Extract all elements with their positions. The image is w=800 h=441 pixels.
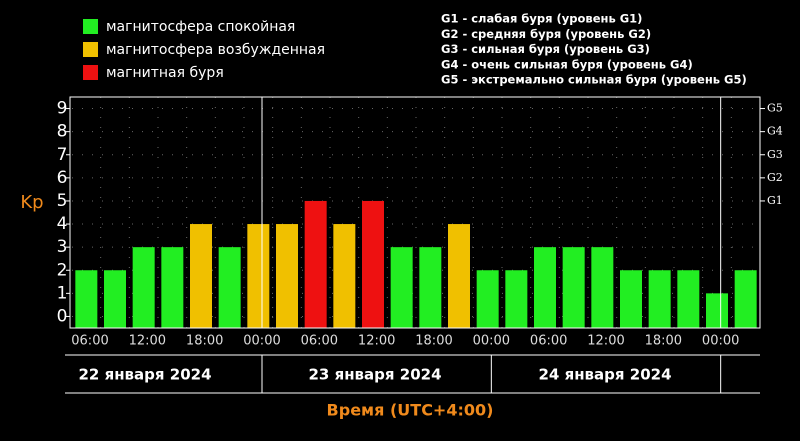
bar: [734, 270, 757, 328]
legend-label: магнитная буря: [106, 65, 224, 81]
y2-tick-label: G2: [767, 171, 783, 184]
x-tick-label: 00:00: [702, 334, 739, 349]
legend-swatch: [83, 19, 98, 34]
date-label: 22 января 2024: [78, 366, 211, 384]
x-tick-label: 18:00: [415, 334, 452, 349]
date-label: 24 января 2024: [538, 366, 671, 384]
bar: [476, 270, 499, 328]
date-label: 23 января 2024: [308, 366, 441, 384]
bar: [304, 200, 327, 328]
legend-label: магнитосфера возбужденная: [106, 42, 325, 58]
storm-level: G3 - сильная буря (уровень G3): [441, 42, 650, 56]
bar: [677, 270, 700, 328]
y2-tick-label: G4: [767, 125, 783, 138]
y2-tick-label: G5: [767, 102, 783, 115]
y-tick-label: 2: [57, 260, 68, 280]
y-tick-label: 4: [57, 214, 68, 234]
x-axis-label: Время (UTC+4:00): [327, 401, 494, 420]
legend-swatch: [83, 65, 98, 80]
bar: [505, 270, 528, 328]
y-tick-label: 5: [57, 191, 68, 211]
x-tick-label: 12:00: [587, 334, 624, 349]
bar: [448, 224, 470, 328]
bar: [362, 200, 384, 328]
y-tick-label: 1: [57, 283, 68, 303]
x-tick-label: 06:00: [71, 334, 108, 349]
storm-level: G4 - очень сильная буря (уровень G4): [441, 57, 693, 71]
bar: [620, 270, 642, 328]
storm-level: G2 - средняя буря (уровень G2): [441, 27, 651, 41]
bar: [190, 224, 212, 328]
x-tick-label: 18:00: [645, 334, 682, 349]
bar: [161, 247, 184, 328]
x-tick-label: 06:00: [301, 334, 338, 349]
x-tick-label: 12:00: [129, 334, 166, 349]
y-tick-label: 0: [57, 306, 68, 326]
y-axis-label: Kp: [20, 192, 43, 213]
bar: [419, 247, 442, 328]
bar: [648, 270, 671, 328]
y-tick-label: 6: [57, 168, 68, 188]
bar: [591, 247, 614, 328]
bar: [218, 247, 241, 328]
y2-tick-label: G3: [767, 148, 783, 161]
x-tick-label: 06:00: [530, 334, 567, 349]
bar: [562, 247, 585, 328]
bar: [75, 270, 98, 328]
bar: [534, 247, 556, 328]
x-tick-label: 12:00: [358, 334, 395, 349]
bar: [390, 247, 413, 328]
storm-level: G1 - слабая буря (уровень G1): [441, 12, 642, 26]
x-tick-label: 18:00: [186, 334, 223, 349]
x-tick-label: 00:00: [473, 334, 510, 349]
y2-tick-label: G1: [767, 194, 783, 207]
bar: [333, 224, 356, 328]
x-tick-label: 00:00: [243, 334, 280, 349]
y-tick-label: 9: [57, 99, 68, 119]
bar: [276, 224, 298, 328]
y-tick-label: 3: [57, 237, 68, 257]
bar: [132, 247, 155, 328]
y-tick-label: 7: [57, 145, 68, 165]
legend-label: магнитосфера спокойная: [106, 19, 295, 35]
bar: [706, 293, 728, 328]
bar: [104, 270, 126, 328]
y-tick-label: 8: [57, 122, 68, 142]
storm-level: G5 - экстремально сильная буря (уровень …: [441, 73, 747, 87]
plot-frame: [69, 96, 761, 329]
legend-swatch: [83, 42, 98, 57]
bar: [247, 224, 270, 328]
